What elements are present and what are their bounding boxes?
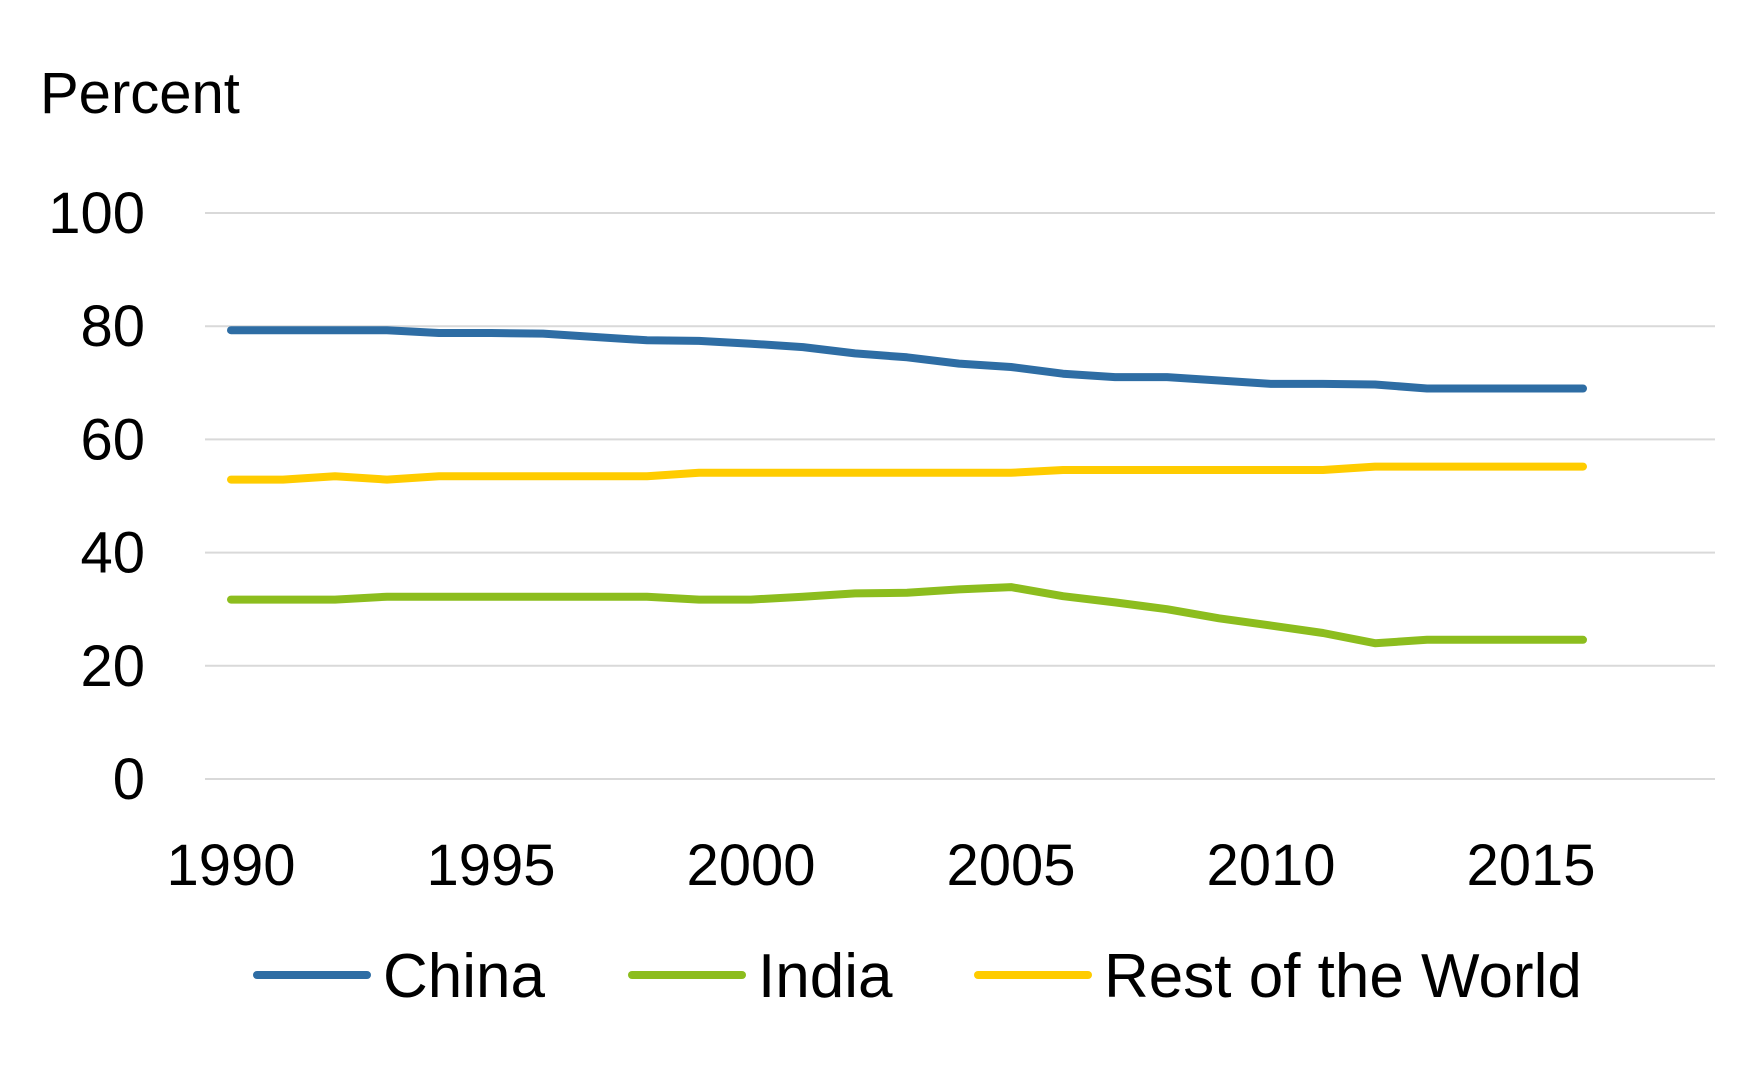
series-lines bbox=[227, 326, 1587, 648]
y-tick-label: 20 bbox=[80, 634, 145, 699]
series-line-china bbox=[227, 326, 1587, 393]
y-tick-label: 100 bbox=[48, 181, 145, 246]
series-line-rest-of-the-world bbox=[227, 462, 1587, 484]
y-axis-label: Percent bbox=[40, 61, 240, 126]
legend-item: Rest of the World bbox=[974, 942, 1582, 1011]
x-axis-ticks: 1990 1995 2000 2005 2010 2015 bbox=[166, 833, 1595, 898]
series-line-india bbox=[227, 583, 1587, 648]
legend: China India Rest of the World bbox=[253, 942, 1582, 1011]
x-tick-label: 1990 bbox=[166, 833, 295, 898]
y-tick-label: 60 bbox=[80, 407, 145, 472]
y-tick-label: 0 bbox=[113, 747, 145, 812]
legend-item: China bbox=[253, 942, 546, 1011]
x-tick-label: 2010 bbox=[1206, 833, 1335, 898]
x-tick-label: 2015 bbox=[1466, 833, 1595, 898]
x-tick-label: 1995 bbox=[426, 833, 555, 898]
y-tick-label: 80 bbox=[80, 294, 145, 359]
legend-label: Rest of the World bbox=[1104, 942, 1582, 1011]
y-tick-label: 40 bbox=[80, 521, 145, 586]
y-axis-ticks: 0 20 40 60 80 100 bbox=[48, 181, 145, 812]
x-tick-label: 2000 bbox=[686, 833, 815, 898]
legend-label: India bbox=[758, 942, 893, 1011]
gridlines bbox=[205, 212, 1715, 780]
legend-label: China bbox=[383, 942, 546, 1011]
legend-item: India bbox=[628, 942, 893, 1011]
x-tick-label: 2005 bbox=[946, 833, 1075, 898]
